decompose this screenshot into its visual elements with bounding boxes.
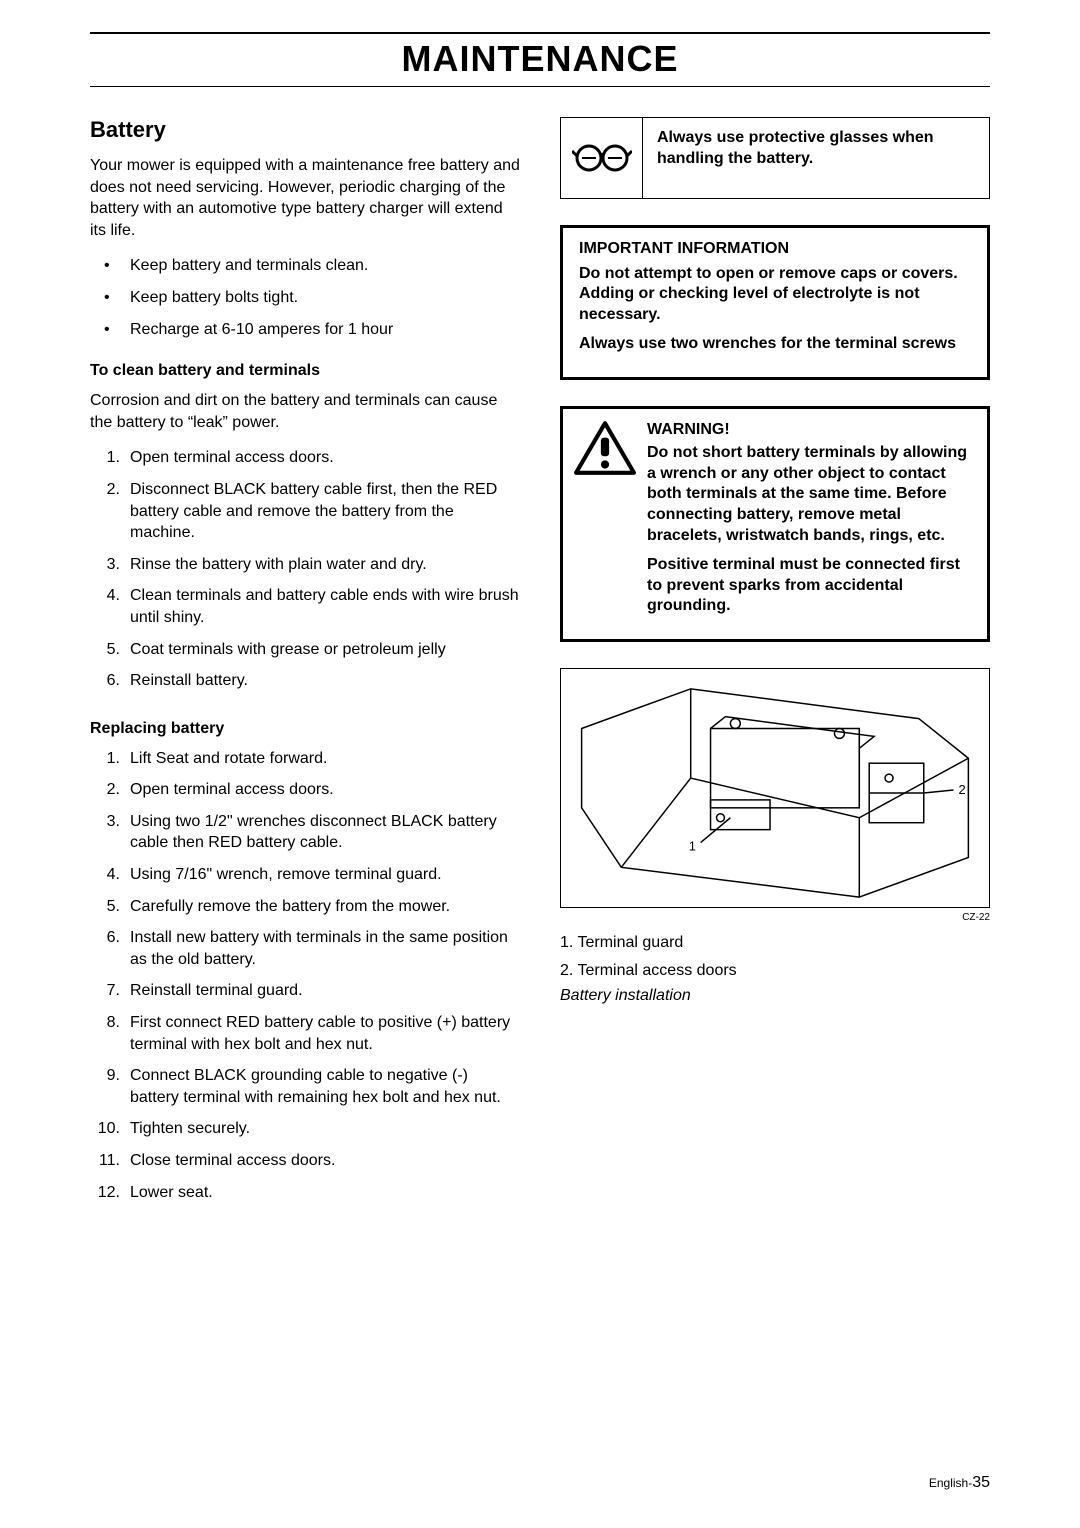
list-item: Open terminal access doors. [90,779,520,801]
list-item: First connect RED battery cable to posit… [90,1012,520,1055]
battery-intro: Your mower is equipped with a maintenanc… [90,155,520,241]
list-item: Keep battery and terminals clean. [90,255,520,277]
page-title: MAINTENANCE [90,38,990,80]
list-item: Disconnect BLACK battery cable first, th… [90,479,520,544]
page-lang: English- [929,1476,972,1490]
list-item: Coat terminals with grease or petroleum … [90,639,520,661]
warning-paragraph: Do not short battery terminals by allowi… [647,443,971,547]
info-paragraph: Do not attempt to open or remove caps or… [579,264,971,326]
info-title: IMPORTANT INFORMATION [579,240,971,258]
list-item: Reinstall terminal guard. [90,980,520,1002]
clean-heading: To clean battery and terminals [90,362,520,380]
top-rule [90,32,990,34]
figure-code: CZ-22 [560,912,990,923]
page-num-value: 35 [972,1474,990,1491]
warning-text: WARNING! Do not short battery terminals … [647,409,987,639]
list-item: Connect BLACK grounding cable to negativ… [90,1065,520,1108]
figure-legend-item: 1. Terminal guard [560,931,990,955]
clean-intro: Corrosion and dirt on the battery and te… [90,390,520,433]
battery-heading: Battery [90,117,520,143]
list-item: Lower seat. [90,1182,520,1204]
list-item: Recharge at 6-10 amperes for 1 hour [90,319,520,341]
warning-icon [563,409,647,639]
glasses-text: Always use protective glasses when handl… [643,118,989,198]
important-info-box: IMPORTANT INFORMATION Do not attempt to … [560,225,990,380]
clean-steps: Open terminal access doors. Disconnect B… [90,447,520,691]
right-column: Always use protective glasses when handl… [560,117,990,1231]
list-item: Reinstall battery. [90,670,520,692]
list-item: Open terminal access doors. [90,447,520,469]
warning-box: WARNING! Do not short battery terminals … [560,406,990,642]
figure-caption: Battery installation [560,987,990,1005]
list-item: Rinse the battery with plain water and d… [90,554,520,576]
list-item: Using two 1/2" wrenches disconnect BLACK… [90,811,520,854]
list-item: Carefully remove the battery from the mo… [90,896,520,918]
battery-figure: 1 2 [560,668,990,908]
title-underline [90,86,990,87]
info-paragraph: Always use two wrenches for the terminal… [579,334,971,355]
page: MAINTENANCE Battery Your mower is equipp… [0,0,1080,1271]
list-item: Lift Seat and rotate forward. [90,748,520,770]
replace-steps: Lift Seat and rotate forward. Open termi… [90,748,520,1204]
list-item: Using 7/16" wrench, remove terminal guar… [90,864,520,886]
left-column: Battery Your mower is equipped with a ma… [90,117,520,1231]
glasses-icon [561,118,643,198]
warning-paragraph: Positive terminal must be connected firs… [647,555,971,617]
page-number: English-35 [929,1474,990,1492]
figure-callout-1: 1 [689,839,696,854]
list-item: Install new battery with terminals in th… [90,927,520,970]
warning-title: WARNING! [647,421,971,439]
list-item: Keep battery bolts tight. [90,287,520,309]
two-column-layout: Battery Your mower is equipped with a ma… [90,117,990,1231]
list-item: Clean terminals and battery cable ends w… [90,585,520,628]
replace-heading: Replacing battery [90,720,520,738]
glasses-callout: Always use protective glasses when handl… [560,117,990,199]
figure-legend-item: 2. Terminal access doors [560,959,990,983]
list-item: Close terminal access doors. [90,1150,520,1172]
list-item: Tighten securely. [90,1118,520,1140]
figure-callout-2: 2 [958,782,965,797]
battery-tips-list: Keep battery and terminals clean. Keep b… [90,255,520,340]
